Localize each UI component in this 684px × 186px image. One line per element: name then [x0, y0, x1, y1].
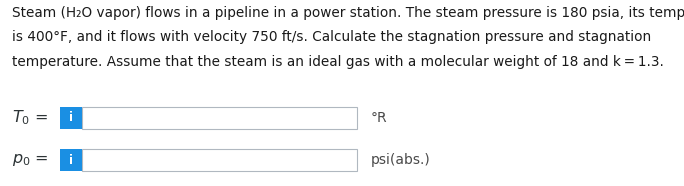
Text: is 400°F, and it flows with velocity 750 ft/s. Calculate the stagnation pressure: is 400°F, and it flows with velocity 750…: [12, 31, 651, 44]
Text: Steam (H₂O vapor) flows in a pipeline in a power station. The steam pressure is : Steam (H₂O vapor) flows in a pipeline in…: [12, 6, 684, 20]
FancyBboxPatch shape: [60, 107, 82, 129]
Text: °R: °R: [371, 110, 388, 124]
FancyBboxPatch shape: [60, 149, 82, 171]
Text: $p_0$ =: $p_0$ =: [12, 152, 49, 168]
Text: $T_0$ =: $T_0$ =: [12, 108, 48, 127]
FancyBboxPatch shape: [82, 107, 357, 129]
Text: i: i: [69, 153, 73, 166]
Text: temperature. Assume that the steam is an ideal gas with a molecular weight of 18: temperature. Assume that the steam is an…: [12, 55, 664, 69]
Text: psi(abs.): psi(abs.): [371, 153, 431, 167]
Text: i: i: [69, 111, 73, 124]
FancyBboxPatch shape: [82, 149, 357, 171]
